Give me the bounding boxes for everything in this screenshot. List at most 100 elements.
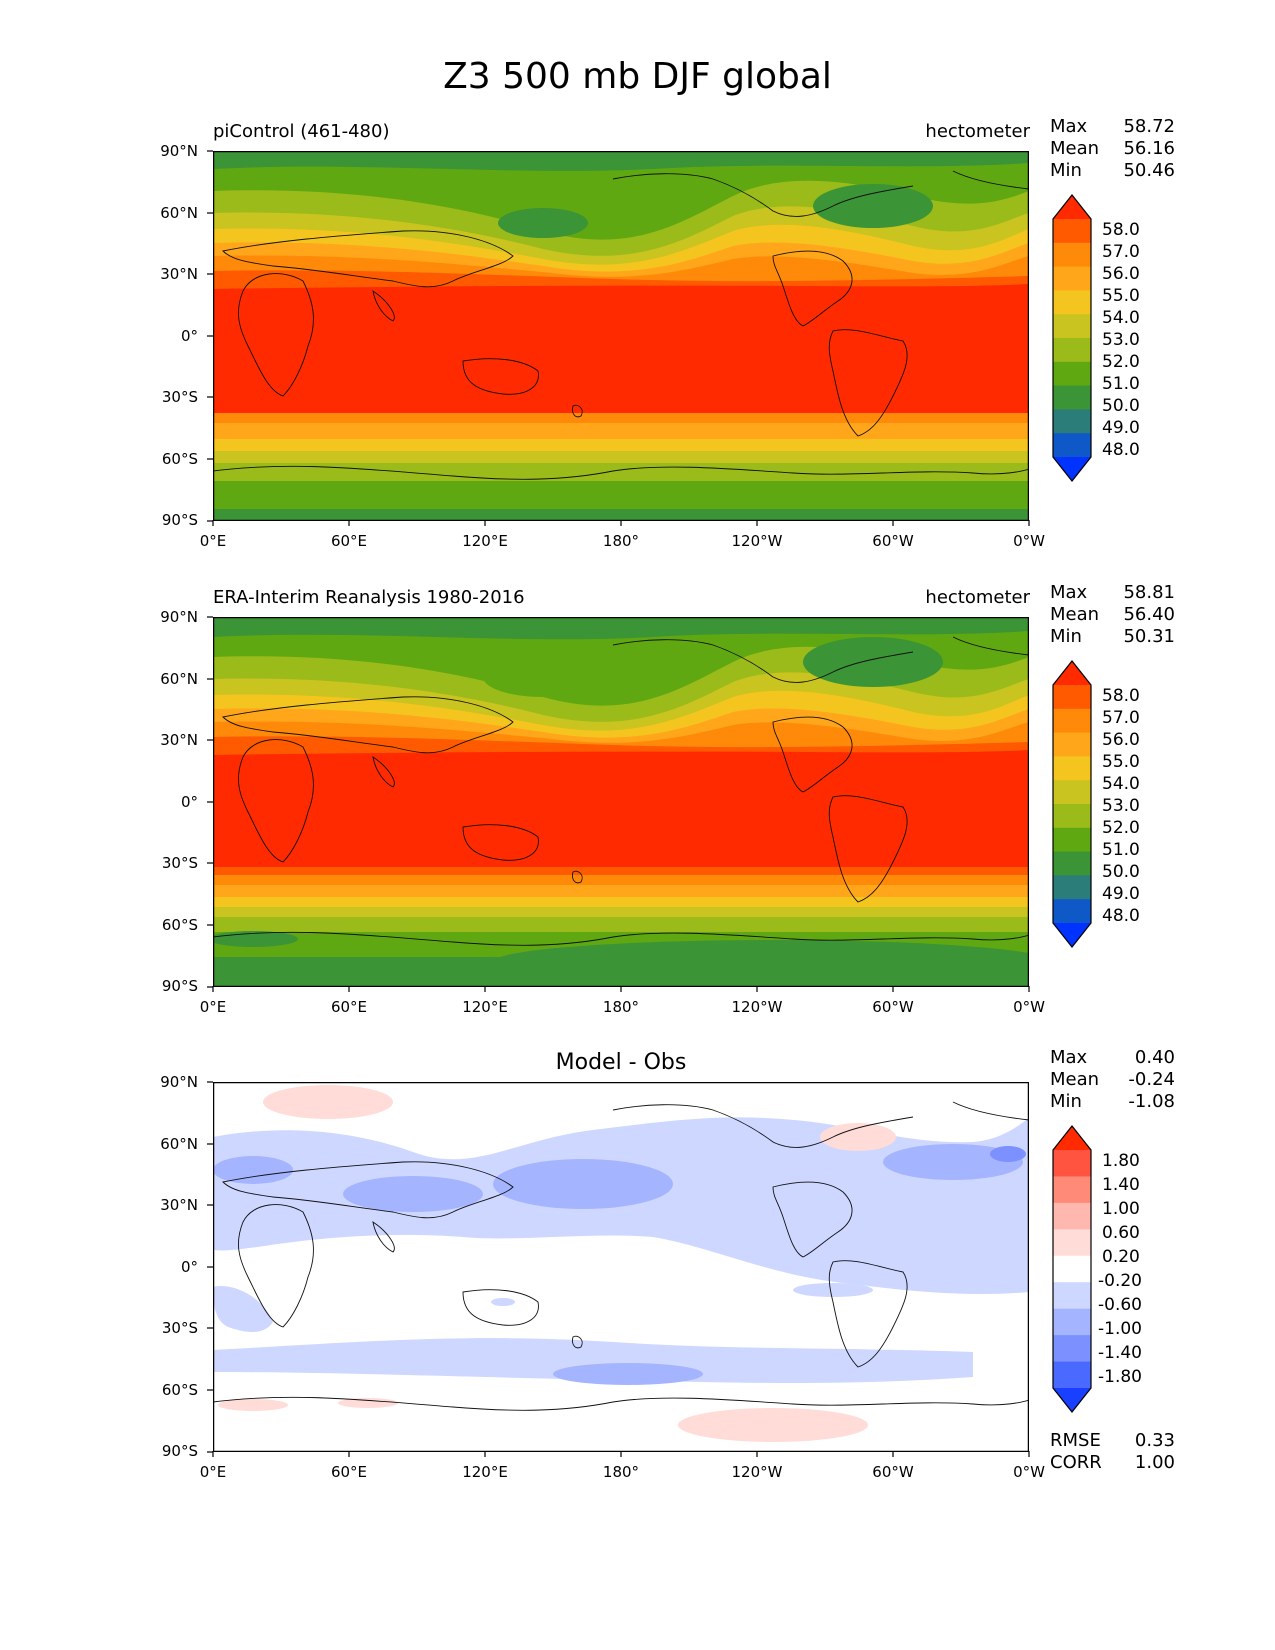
y-tick-label: 60°N: [160, 1135, 198, 1153]
y-tick-label: 0°: [180, 793, 198, 811]
y-ticks: [207, 150, 213, 522]
y-tick-label: 90°N: [160, 1073, 198, 1091]
stat-min-label: Min: [1050, 160, 1082, 181]
x-tick-label: 120°E: [462, 998, 508, 1016]
stat-corr-value: 1.00: [1134, 1452, 1175, 1473]
colorbar-segment: [1053, 851, 1091, 876]
y-tick-label: 30°N: [160, 1196, 198, 1214]
stat-rmse-label: RMSE: [1050, 1430, 1101, 1451]
x-tick-label: 0°E: [199, 532, 227, 550]
x-tick-label: 0°E: [199, 998, 227, 1016]
colorbar-tick-label: 52.0: [1102, 818, 1140, 838]
y-tick-label: 90°S: [161, 511, 198, 529]
colorbar-segment: [1053, 827, 1091, 853]
colorbar-segment: [1053, 1255, 1091, 1283]
colorbar-tick-label: 51.0: [1102, 840, 1140, 860]
colorbar-tick-label: 0.60: [1102, 1223, 1140, 1243]
y-tick-label: 30°S: [161, 1319, 198, 1337]
colorbar-tick-label: -1.00: [1098, 1319, 1142, 1339]
colorbar-tick-label: 57.0: [1102, 242, 1140, 262]
panel-left-label: ERA-Interim Reanalysis 1980-2016: [213, 587, 525, 608]
colorbar-tick-label: 49.0: [1102, 884, 1140, 904]
colorbar-segment: [1053, 780, 1091, 805]
colorbar-tick-label: 48.0: [1102, 440, 1140, 460]
colorbar-reference: [1052, 660, 1092, 948]
x-tick-label: 60°W: [872, 532, 914, 550]
y-tick-label: 60°N: [160, 670, 198, 688]
x-tick-label: 60°E: [330, 532, 368, 550]
y-tick-label: 90°N: [160, 608, 198, 626]
y-tick-label: 30°N: [160, 265, 198, 283]
y-tick-label: 60°N: [160, 204, 198, 222]
colorbar-tick-label: 53.0: [1102, 796, 1140, 816]
colorbar-tick-label: 58.0: [1102, 220, 1140, 240]
colorbar-tick-label: 56.0: [1102, 264, 1140, 284]
stat-min-label: Min: [1050, 626, 1082, 647]
stat-max-label: Max: [1050, 116, 1088, 137]
colorbar-tick-label: 48.0: [1102, 906, 1140, 926]
y-tick-label: 30°S: [161, 388, 198, 406]
colorbar-tick-label: 55.0: [1102, 752, 1140, 772]
colorbar-outline: [1052, 194, 1092, 482]
y-tick-label: 90°S: [161, 977, 198, 995]
x-tick-label: 0°E: [199, 1463, 227, 1481]
x-tick-label: 60°W: [872, 1463, 914, 1481]
y-tick-label: 60°S: [161, 916, 198, 934]
y-tick-label: 60°S: [161, 1381, 198, 1399]
stat-rmse-value: 0.33: [1134, 1430, 1175, 1451]
map-panel-difference: [213, 1082, 1029, 1452]
colorbar-tick-label: 49.0: [1102, 418, 1140, 438]
colorbar-segment: [1053, 1229, 1091, 1257]
colorbar-segment: [1053, 756, 1091, 781]
x-tick-label: 0°W: [1013, 1463, 1045, 1481]
colorbar-segment: [1053, 899, 1091, 924]
colorbar-top-extension: [1053, 195, 1091, 219]
colorbar-tick-label: 1.40: [1102, 1175, 1140, 1195]
colorbar-tick-label: 53.0: [1102, 330, 1140, 350]
stat-corr-label: CORR: [1050, 1452, 1102, 1473]
colorbar-tick-label: 1.80: [1102, 1151, 1140, 1171]
x-tick-label: 120°W: [731, 532, 783, 550]
y-tick-label: 60°S: [161, 450, 198, 468]
colorbar-segment: [1053, 1335, 1091, 1363]
x-ticks: [212, 986, 1030, 992]
colorbar-tick-label: -0.60: [1098, 1295, 1142, 1315]
colorbar-tick-label: 0.20: [1102, 1247, 1140, 1267]
x-tick-label: 60°E: [330, 1463, 368, 1481]
x-tick-label: 0°W: [1013, 998, 1045, 1016]
stat-min-value: 50.46: [1123, 160, 1175, 181]
map-panel-reference: [213, 617, 1029, 987]
colorbar-segment: [1053, 409, 1091, 434]
stat-min-value: -1.08: [1128, 1091, 1175, 1112]
y-tick-label: 30°N: [160, 731, 198, 749]
colorbar-segment: [1053, 433, 1091, 458]
colorbar-segment: [1053, 290, 1091, 315]
colorbar-segment: [1053, 1308, 1091, 1336]
map-panel-test: [213, 151, 1029, 521]
colorbar-segment: [1053, 314, 1091, 339]
y-tick-label: 30°S: [161, 854, 198, 872]
colorbar-segment: [1053, 219, 1091, 244]
y-ticks: [207, 616, 213, 988]
x-tick-label: 180°: [602, 1463, 640, 1481]
colorbar-bottom-extension: [1053, 923, 1091, 947]
stat-max-value: 0.40: [1134, 1047, 1175, 1068]
colorbar-segment: [1053, 732, 1091, 757]
colorbar-outline: [1052, 1125, 1092, 1413]
stat-min-value: 50.31: [1123, 626, 1175, 647]
x-tick-label: 120°E: [462, 532, 508, 550]
colorbar-difference: [1052, 1125, 1092, 1413]
colorbar-segment: [1053, 242, 1091, 268]
colorbar-test: [1052, 194, 1092, 482]
colorbar-segment: [1053, 385, 1091, 410]
colorbar-tick-label: 50.0: [1102, 396, 1140, 416]
y-ticks: [207, 1081, 213, 1453]
colorbar-tick-label: 56.0: [1102, 730, 1140, 750]
colorbar-tick-label: 58.0: [1102, 686, 1140, 706]
x-tick-label: 120°W: [731, 1463, 783, 1481]
stat-mean-value: 56.40: [1123, 604, 1175, 625]
colorbar-tick-label: 54.0: [1102, 774, 1140, 794]
stat-max-value: 58.81: [1123, 582, 1175, 603]
colorbar-tick-label: 54.0: [1102, 308, 1140, 328]
colorbar-tick-label: -0.20: [1098, 1271, 1142, 1291]
